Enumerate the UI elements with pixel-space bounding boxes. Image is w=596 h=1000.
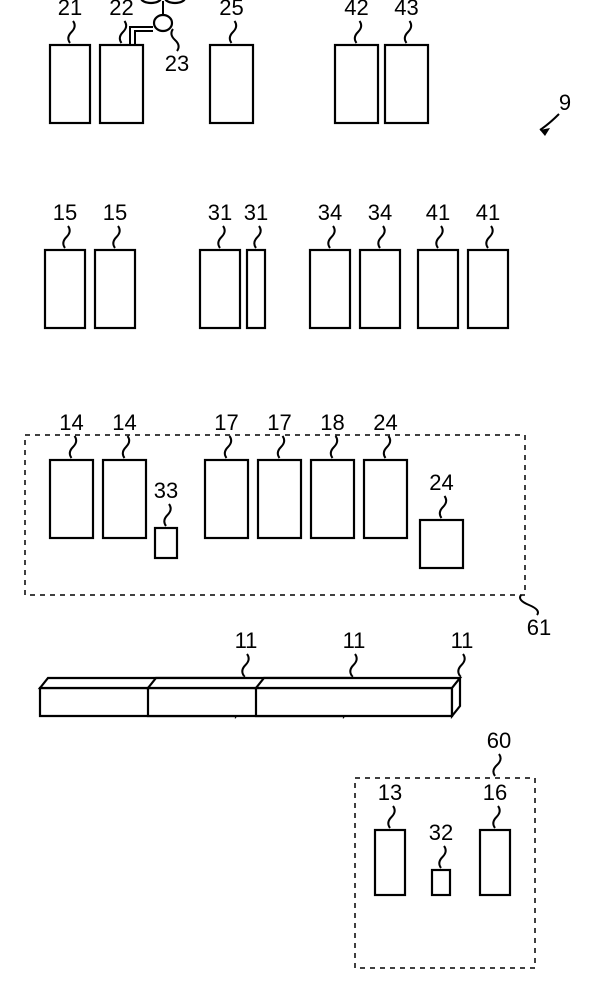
label-24b: 24 bbox=[429, 470, 453, 495]
label-11b: 11 bbox=[343, 628, 366, 653]
leader-24a bbox=[384, 436, 390, 458]
leader-16 bbox=[493, 806, 499, 828]
leader-17b bbox=[278, 436, 284, 458]
block-33 bbox=[155, 528, 177, 558]
block-25 bbox=[210, 45, 253, 123]
antenna-petal-right bbox=[165, 0, 185, 3]
antenna-petal-left bbox=[141, 0, 161, 3]
leader-25 bbox=[230, 21, 236, 43]
leader-41b bbox=[486, 226, 492, 248]
block-41a bbox=[418, 250, 458, 328]
block-31b bbox=[247, 250, 265, 328]
blade-11c-top bbox=[256, 678, 460, 688]
antenna-pipe bbox=[135, 31, 153, 45]
label-41a: 41 bbox=[426, 200, 450, 225]
label-17b: 17 bbox=[267, 410, 291, 435]
block-24b bbox=[420, 520, 463, 568]
leader-31b bbox=[254, 226, 260, 248]
block-32 bbox=[432, 870, 450, 895]
block-13 bbox=[375, 830, 405, 895]
label-25: 25 bbox=[219, 0, 243, 20]
block-21 bbox=[50, 45, 90, 123]
label-overall: 9 bbox=[559, 90, 571, 115]
block-42 bbox=[335, 45, 378, 123]
block-14b bbox=[103, 460, 146, 538]
label-42: 42 bbox=[344, 0, 368, 20]
leader-34b bbox=[378, 226, 384, 248]
label-11a: 11 bbox=[235, 628, 258, 653]
label-23: 23 bbox=[165, 51, 189, 76]
label-14b: 14 bbox=[112, 410, 136, 435]
block-34b bbox=[360, 250, 400, 328]
label-34a: 34 bbox=[318, 200, 342, 225]
leader-24b bbox=[440, 496, 446, 518]
leader-22 bbox=[120, 21, 126, 43]
block-15b bbox=[95, 250, 135, 328]
block-22 bbox=[100, 45, 143, 123]
label-13: 13 bbox=[378, 780, 402, 805]
block-16 bbox=[480, 830, 510, 895]
leader-42 bbox=[355, 21, 361, 43]
label-31b: 31 bbox=[244, 200, 268, 225]
block-18 bbox=[311, 460, 354, 538]
block-14a bbox=[50, 460, 93, 538]
label-41b: 41 bbox=[476, 200, 500, 225]
leader-13 bbox=[388, 806, 394, 828]
leader-41a bbox=[436, 226, 442, 248]
leader-17a bbox=[225, 436, 231, 458]
block-15a bbox=[45, 250, 85, 328]
leader-33 bbox=[164, 504, 170, 526]
block-41b bbox=[468, 250, 508, 328]
label-11c: 11 bbox=[451, 628, 474, 653]
label-60: 60 bbox=[487, 728, 511, 753]
leader-34a bbox=[328, 226, 334, 248]
label-14a: 14 bbox=[59, 410, 83, 435]
label-21: 21 bbox=[58, 0, 82, 20]
label-33: 33 bbox=[154, 478, 178, 503]
leader-43 bbox=[405, 21, 411, 43]
block-34a bbox=[310, 250, 350, 328]
block-24a bbox=[364, 460, 407, 538]
label-15b: 15 bbox=[103, 200, 127, 225]
leader-31a bbox=[218, 226, 224, 248]
label-16: 16 bbox=[483, 780, 507, 805]
label-15a: 15 bbox=[53, 200, 77, 225]
label-32: 32 bbox=[429, 820, 453, 845]
antenna-hub bbox=[154, 15, 172, 31]
block-43 bbox=[385, 45, 428, 123]
label-61: 61 bbox=[527, 615, 551, 640]
leader-15a bbox=[63, 226, 69, 248]
leader-14b bbox=[123, 436, 129, 458]
label-34b: 34 bbox=[368, 200, 392, 225]
blade-11c-front bbox=[256, 688, 452, 716]
leader-21 bbox=[68, 21, 74, 43]
label-18: 18 bbox=[320, 410, 344, 435]
leader-18 bbox=[331, 436, 337, 458]
label-24a: 24 bbox=[373, 410, 397, 435]
block-17a bbox=[205, 460, 248, 538]
label-17a: 17 bbox=[214, 410, 238, 435]
leader-14a bbox=[70, 436, 76, 458]
leader-32 bbox=[439, 846, 445, 868]
block-31a bbox=[200, 250, 240, 328]
overall-arrow bbox=[540, 114, 559, 130]
label-43: 43 bbox=[394, 0, 418, 20]
leader-15b bbox=[113, 226, 119, 248]
label-22: 22 bbox=[109, 0, 133, 20]
label-31a: 31 bbox=[208, 200, 232, 225]
block-17b bbox=[258, 460, 301, 538]
